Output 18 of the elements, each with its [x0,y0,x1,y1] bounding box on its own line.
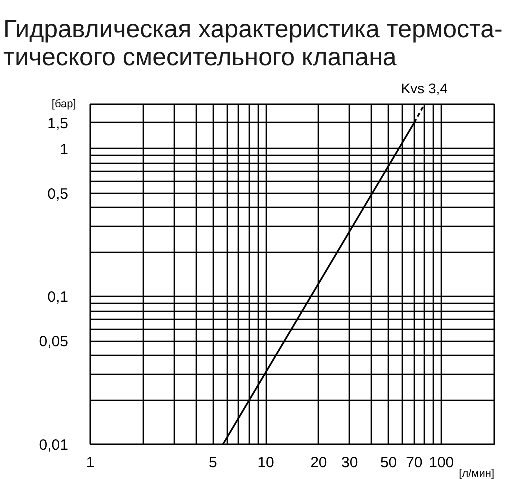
x-tick-label: 30 [342,454,358,472]
x-tick-label: 10 [258,454,274,472]
y-tick-label: 1,5 [48,115,69,132]
x-axis-title: [л/мин] [459,468,495,479]
y-tick-label: 1 [60,141,68,158]
x-tick-label: 70 [406,454,423,472]
y-axis-title: [бар] [52,98,76,110]
y-tick-label: 0,05 [39,334,69,351]
y-tick-label: 0,1 [48,289,69,306]
chart-title: Гидравлическая характеристика термоста- тического смесительного клапана [4,16,503,72]
x-tick-label: 20 [310,454,328,472]
annotation: Kvs 3,4 [401,80,448,96]
x-tick-label: 5 [209,454,218,472]
x-tick-label: 100 [429,454,454,472]
y-tick-label: 0,5 [48,186,69,203]
y-tick-label: 0,01 [39,437,69,454]
x-tick-label: 1 [86,454,95,472]
x-tick-label: 50 [380,454,398,472]
